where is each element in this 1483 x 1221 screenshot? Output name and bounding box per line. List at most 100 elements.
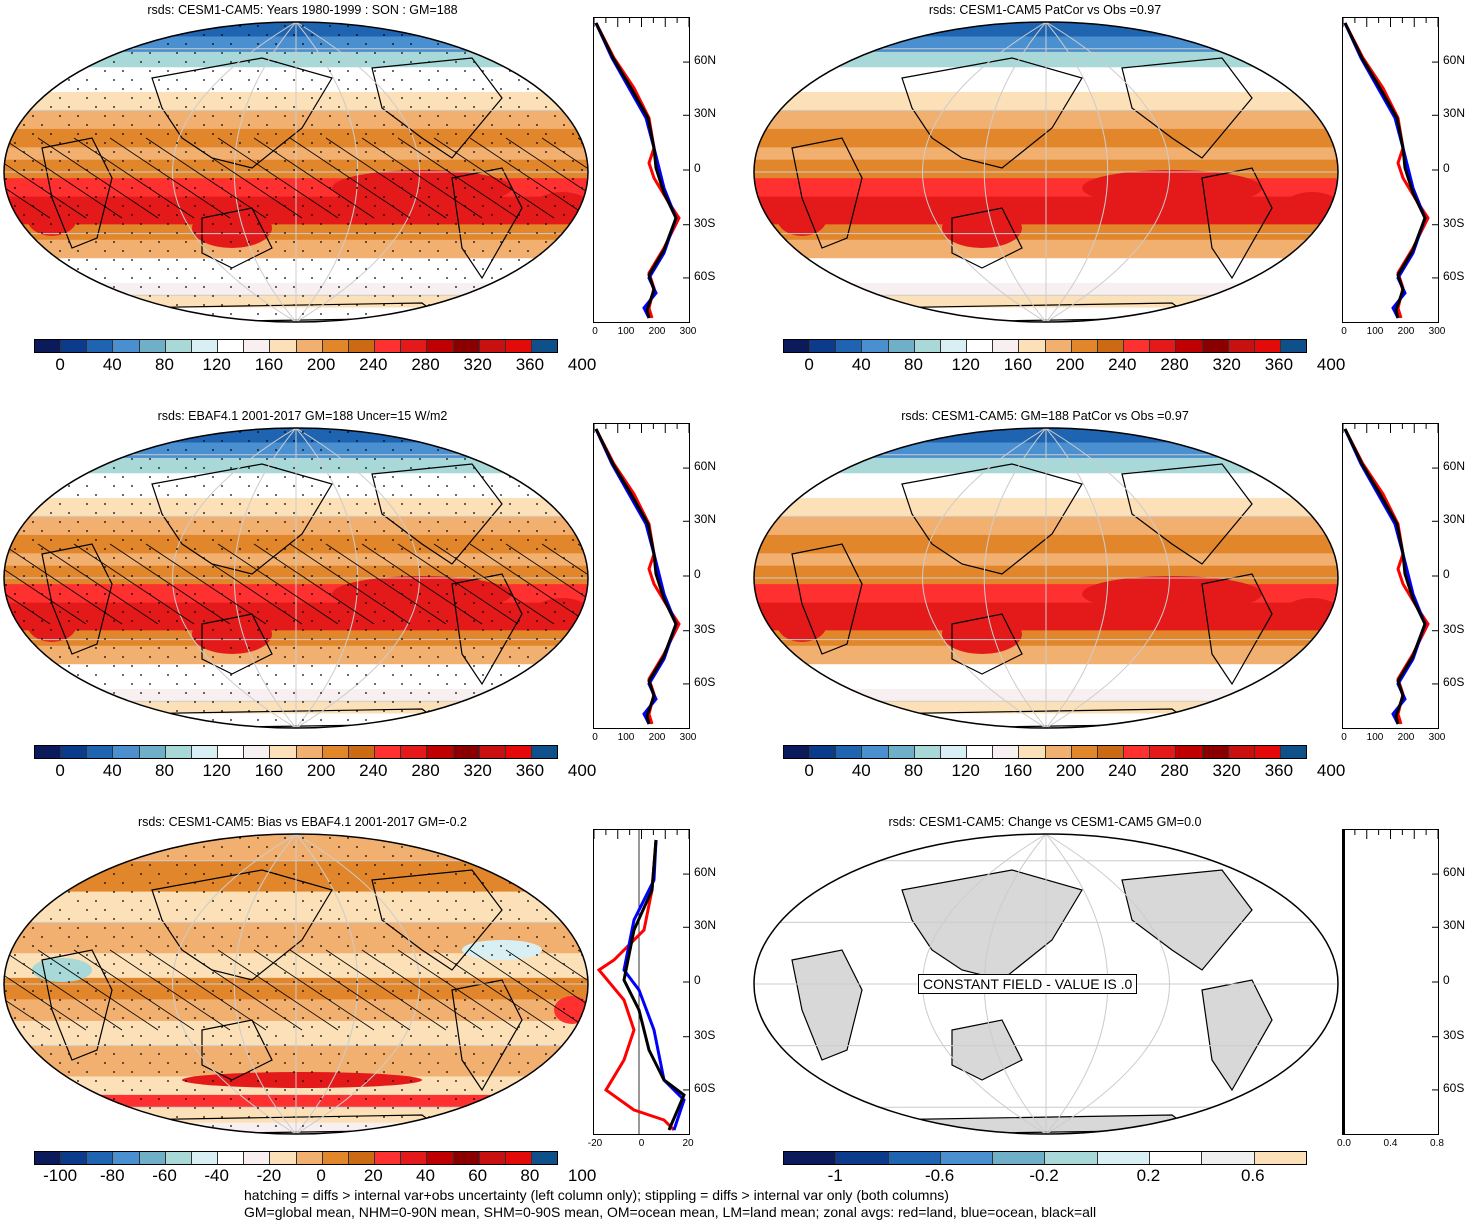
hatch-line: [469, 949, 588, 1031]
stipple-dot: [464, 972, 466, 974]
stipple-dot: [347, 1125, 349, 1127]
stipple-dot: [302, 70, 304, 72]
stipple-dot: [500, 178, 502, 180]
zonal-x-label: 0: [592, 732, 598, 743]
stipple-dot: [356, 1134, 358, 1136]
stipple-dot: [95, 286, 97, 288]
zonal-land-line: [1343, 428, 1430, 725]
colorbar-swatch: [862, 340, 889, 352]
stipple-dot: [185, 1053, 187, 1055]
stipple-dot: [536, 259, 538, 261]
colorbar-swatch: [87, 340, 114, 352]
stipple-dot: [131, 548, 133, 550]
stipple-dot: [311, 187, 313, 189]
stipple-dot: [455, 719, 457, 721]
stipple-dot: [5, 1098, 7, 1100]
stipple-dot: [410, 133, 412, 135]
stipple-dot: [176, 322, 178, 324]
map-border: [753, 21, 1339, 323]
colorbar-tick-label: 120: [951, 761, 980, 780]
stipple-dot: [392, 133, 394, 135]
stipple-dot: [374, 882, 376, 884]
stipple-dot: [446, 485, 448, 487]
stipple-dot: [338, 79, 340, 81]
stipple-dot: [509, 728, 511, 730]
stipple-dot: [428, 918, 430, 920]
panel-2-title: rsds: CESM1-CAM5 PatCor vs Obs =0.97: [928, 3, 1162, 17]
stipple-dot: [266, 1134, 268, 1136]
stipple-dot: [410, 61, 412, 63]
stipple-dot: [563, 214, 565, 216]
stipple-dot: [545, 1080, 547, 1082]
value-blob: [532, 192, 588, 224]
zonal-lat-label: 60N: [694, 459, 717, 474]
stipple-dot: [293, 936, 295, 938]
stipple-dot: [374, 70, 376, 72]
stipple-dot: [14, 882, 16, 884]
stipple-dot: [230, 223, 232, 225]
stipple-dot: [401, 503, 403, 505]
stipple-dot: [365, 855, 367, 857]
stipple-dot: [248, 665, 250, 667]
stipple-dot: [95, 647, 97, 649]
colorbar-swatch: [967, 340, 994, 352]
stipple-dot: [59, 521, 61, 523]
stipple-dot: [311, 683, 313, 685]
stipple-dot: [365, 629, 367, 631]
stipple-dot: [230, 692, 232, 694]
stipple-dot: [428, 259, 430, 261]
stipple-dot: [68, 981, 70, 983]
stipple-dot: [122, 25, 124, 27]
stipple-dot: [14, 611, 16, 613]
stipple-dot: [374, 187, 376, 189]
stipple-dot: [392, 674, 394, 676]
stipple-dot: [392, 476, 394, 478]
stipple-dot: [149, 728, 151, 730]
stipple-dot: [338, 1116, 340, 1118]
stipple-dot: [41, 214, 43, 216]
stipple-dot: [419, 909, 421, 911]
stipple-dot: [275, 43, 277, 45]
stipple-dot: [374, 295, 376, 297]
colorbar-4: [783, 745, 1307, 759]
stipple-dot: [563, 846, 565, 848]
stipple-dot: [356, 259, 358, 261]
stipple-dot: [257, 88, 259, 90]
stipple-dot: [320, 313, 322, 315]
stipple-dot: [428, 873, 430, 875]
colorbar-swatch: [218, 340, 245, 352]
hatch-line: [37, 949, 159, 1031]
graticule-lon: [295, 428, 420, 728]
stipple-dot: [329, 52, 331, 54]
stipple-dot: [302, 611, 304, 613]
stipple-dot: [221, 142, 223, 144]
stipple-dot: [86, 503, 88, 505]
stipple-dot: [554, 1062, 556, 1064]
stipple-dot: [482, 719, 484, 721]
stipple-dot: [158, 485, 160, 487]
stipple-dot: [185, 223, 187, 225]
stipple-dot: [221, 52, 223, 54]
stipple-dot: [455, 1035, 457, 1037]
hatch-line: [109, 543, 231, 625]
stipple-dot: [194, 656, 196, 658]
stipple-dot: [131, 954, 133, 956]
hatch-line: [433, 137, 555, 219]
stipple-dot: [464, 683, 466, 685]
stipple-dot: [257, 990, 259, 992]
stipple-dot: [347, 972, 349, 974]
stipple-dot: [401, 1116, 403, 1118]
stipple-dot: [140, 647, 142, 649]
zonal-x-label: 300: [1428, 326, 1446, 337]
stipple-dot: [221, 936, 223, 938]
stipple-dot: [518, 1008, 520, 1010]
stipple-dot: [509, 701, 511, 703]
stipple-dot: [401, 304, 403, 306]
stipple-dot: [572, 133, 574, 135]
stipple-dot: [113, 304, 115, 306]
stipple-dot: [23, 936, 25, 938]
stipple-dot: [194, 160, 196, 162]
value-blob: [942, 208, 1022, 248]
stipple-dot: [329, 521, 331, 523]
colorbar-swatch: [87, 746, 114, 758]
